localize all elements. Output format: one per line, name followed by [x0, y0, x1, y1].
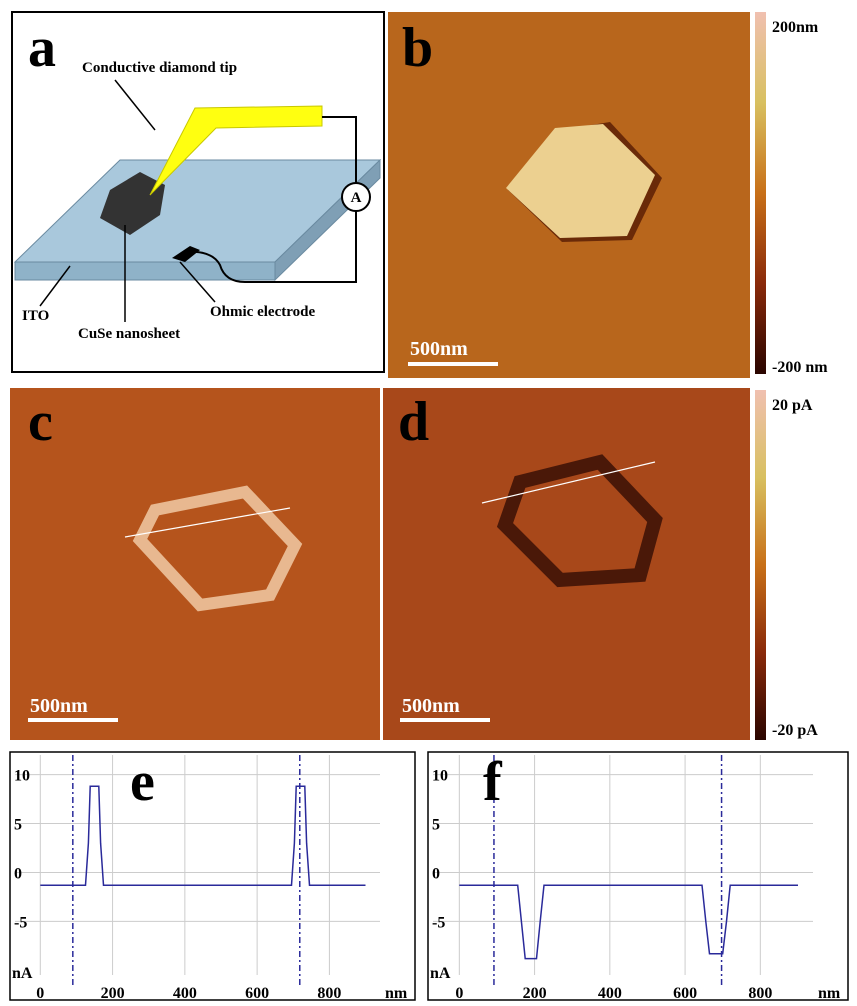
- colorbar-min: -200 nm: [772, 359, 828, 376]
- x-axis-label: nm: [818, 985, 841, 1002]
- y-tick-label: -5: [432, 914, 445, 931]
- colorbar: [755, 390, 766, 740]
- x-tick-label: 400: [173, 985, 197, 1002]
- y-axis-label: nA: [430, 965, 451, 982]
- scale-bar: [408, 362, 498, 366]
- y-tick-label: -5: [14, 914, 27, 931]
- x-tick-label: 200: [101, 985, 125, 1002]
- panel-frame: [10, 752, 415, 1000]
- substrate-front: [15, 262, 275, 280]
- y-tick-label: 5: [14, 817, 22, 834]
- tip-label: Conductive diamond tip: [82, 60, 237, 76]
- y-tick-label: 10: [14, 768, 30, 785]
- panel-letter: c: [28, 391, 53, 453]
- panel-c: [10, 388, 380, 740]
- colorbar-max: 200nm: [772, 19, 819, 36]
- substrate-label: ITO: [22, 308, 49, 324]
- colorbar: [755, 12, 766, 374]
- y-axis-label: nA: [12, 965, 33, 982]
- y-tick-label: 5: [432, 817, 440, 834]
- x-tick-label: 600: [673, 985, 697, 1002]
- y-tick-label: 0: [14, 865, 22, 882]
- y-tick-label: 0: [432, 865, 440, 882]
- x-tick-label: 0: [36, 985, 44, 1002]
- y-tick-label: 10: [432, 768, 448, 785]
- x-tick-label: 0: [455, 985, 463, 1002]
- x-tick-label: 600: [245, 985, 269, 1002]
- panel-letter: f: [483, 751, 503, 813]
- x-axis-label: nm: [385, 985, 408, 1002]
- sheet-label: CuSe nanosheet: [78, 326, 180, 342]
- colorbar-min: -20 pA: [772, 722, 818, 739]
- figure: a A Conductive diamond tip ITO CuSe nano…: [0, 0, 857, 1006]
- scale-bar-label: 500nm: [30, 695, 88, 717]
- electrode-label: Ohmic electrode: [210, 304, 315, 320]
- scale-bar-label: 500nm: [402, 695, 460, 717]
- x-tick-label: 800: [748, 985, 772, 1002]
- x-tick-label: 200: [523, 985, 547, 1002]
- panel-letter: d: [398, 391, 429, 453]
- colorbar-max: 20 pA: [772, 397, 813, 414]
- panel-letter: b: [402, 17, 433, 79]
- x-tick-label: 800: [317, 985, 341, 1002]
- scale-bar: [400, 718, 490, 722]
- ammeter-label: A: [351, 190, 362, 206]
- scale-bar: [28, 718, 118, 722]
- scale-bar-label: 500nm: [410, 338, 468, 360]
- panel-letter: e: [130, 751, 155, 813]
- x-tick-label: 400: [598, 985, 622, 1002]
- panel-d: [383, 388, 750, 740]
- panel-letter: a: [28, 17, 56, 79]
